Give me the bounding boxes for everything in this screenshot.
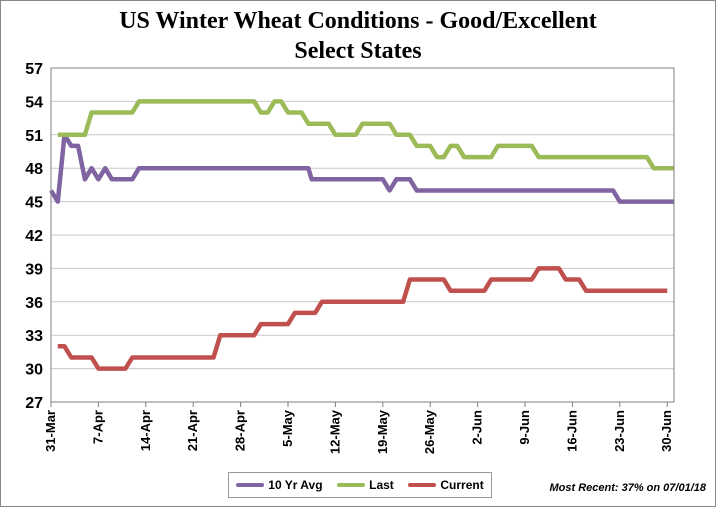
y-tick-label: 48 bbox=[25, 161, 43, 178]
y-tick-label: 57 bbox=[25, 61, 43, 78]
x-tick-label: 7-Apr bbox=[90, 410, 105, 444]
chart-subtitle: Select States bbox=[294, 38, 422, 64]
series-line-10-yr-avg bbox=[49, 132, 674, 204]
y-tick-label: 51 bbox=[25, 128, 43, 145]
legend-item-last: Last bbox=[337, 478, 394, 492]
series-lines bbox=[49, 99, 674, 371]
x-tick-label: 31-Mar bbox=[43, 410, 58, 452]
y-tick-label: 54 bbox=[25, 94, 43, 111]
chart-title: US Winter Wheat Conditions - Good/Excell… bbox=[119, 8, 597, 34]
legend-swatch bbox=[236, 483, 265, 487]
y-tick-label: 39 bbox=[25, 261, 43, 278]
x-tick-label: 16-Jun bbox=[564, 410, 579, 452]
plot-area-border bbox=[50, 67, 675, 403]
x-axis-ticks: 31-Mar 7-Apr 14-Apr 21-Apr 28-Apr 5-May 12-May… bbox=[43, 402, 674, 454]
x-tick-label: 12-May bbox=[327, 409, 342, 454]
x-tick-label: 26-May bbox=[422, 409, 437, 454]
legend: 10 Yr Avg Last Current bbox=[228, 472, 492, 498]
legend-label: 10 Yr Avg bbox=[268, 478, 323, 492]
x-tick-label: 5-May bbox=[280, 409, 295, 447]
most-recent-note: Most Recent: 37% on 07/01/18 bbox=[549, 482, 706, 494]
y-tick-label: 45 bbox=[25, 195, 43, 212]
y-tick-label: 27 bbox=[25, 395, 43, 412]
series-line-last bbox=[57, 99, 674, 171]
x-tick-label: 30-Jun bbox=[659, 410, 674, 452]
series-line-current bbox=[57, 266, 668, 371]
legend-label: Current bbox=[440, 478, 484, 492]
y-tick-label: 33 bbox=[25, 328, 43, 345]
y-tick-label: 30 bbox=[25, 362, 43, 379]
x-tick-label: 14-Apr bbox=[138, 410, 153, 451]
y-tick-label: 42 bbox=[25, 228, 43, 245]
x-tick-label: 19-May bbox=[375, 409, 390, 454]
legend-item-10yr-avg: 10 Yr Avg bbox=[236, 478, 323, 492]
gridlines bbox=[51, 67, 674, 403]
legend-label: Last bbox=[369, 478, 394, 492]
x-tick-label: 28-Apr bbox=[233, 410, 248, 451]
legend-item-current: Current bbox=[408, 478, 484, 492]
x-tick-label: 9-Jun bbox=[517, 410, 532, 445]
x-tick-label: 21-Apr bbox=[185, 410, 200, 451]
x-tick-label: 2-Jun bbox=[470, 410, 485, 445]
x-tick-label: 23-Jun bbox=[612, 410, 627, 452]
legend-swatch bbox=[337, 483, 366, 487]
legend-swatch bbox=[408, 483, 437, 487]
y-tick-label: 36 bbox=[25, 295, 43, 312]
y-axis-ticks: 27 30 33 36 39 42 45 48 51 54 57 bbox=[25, 61, 43, 412]
